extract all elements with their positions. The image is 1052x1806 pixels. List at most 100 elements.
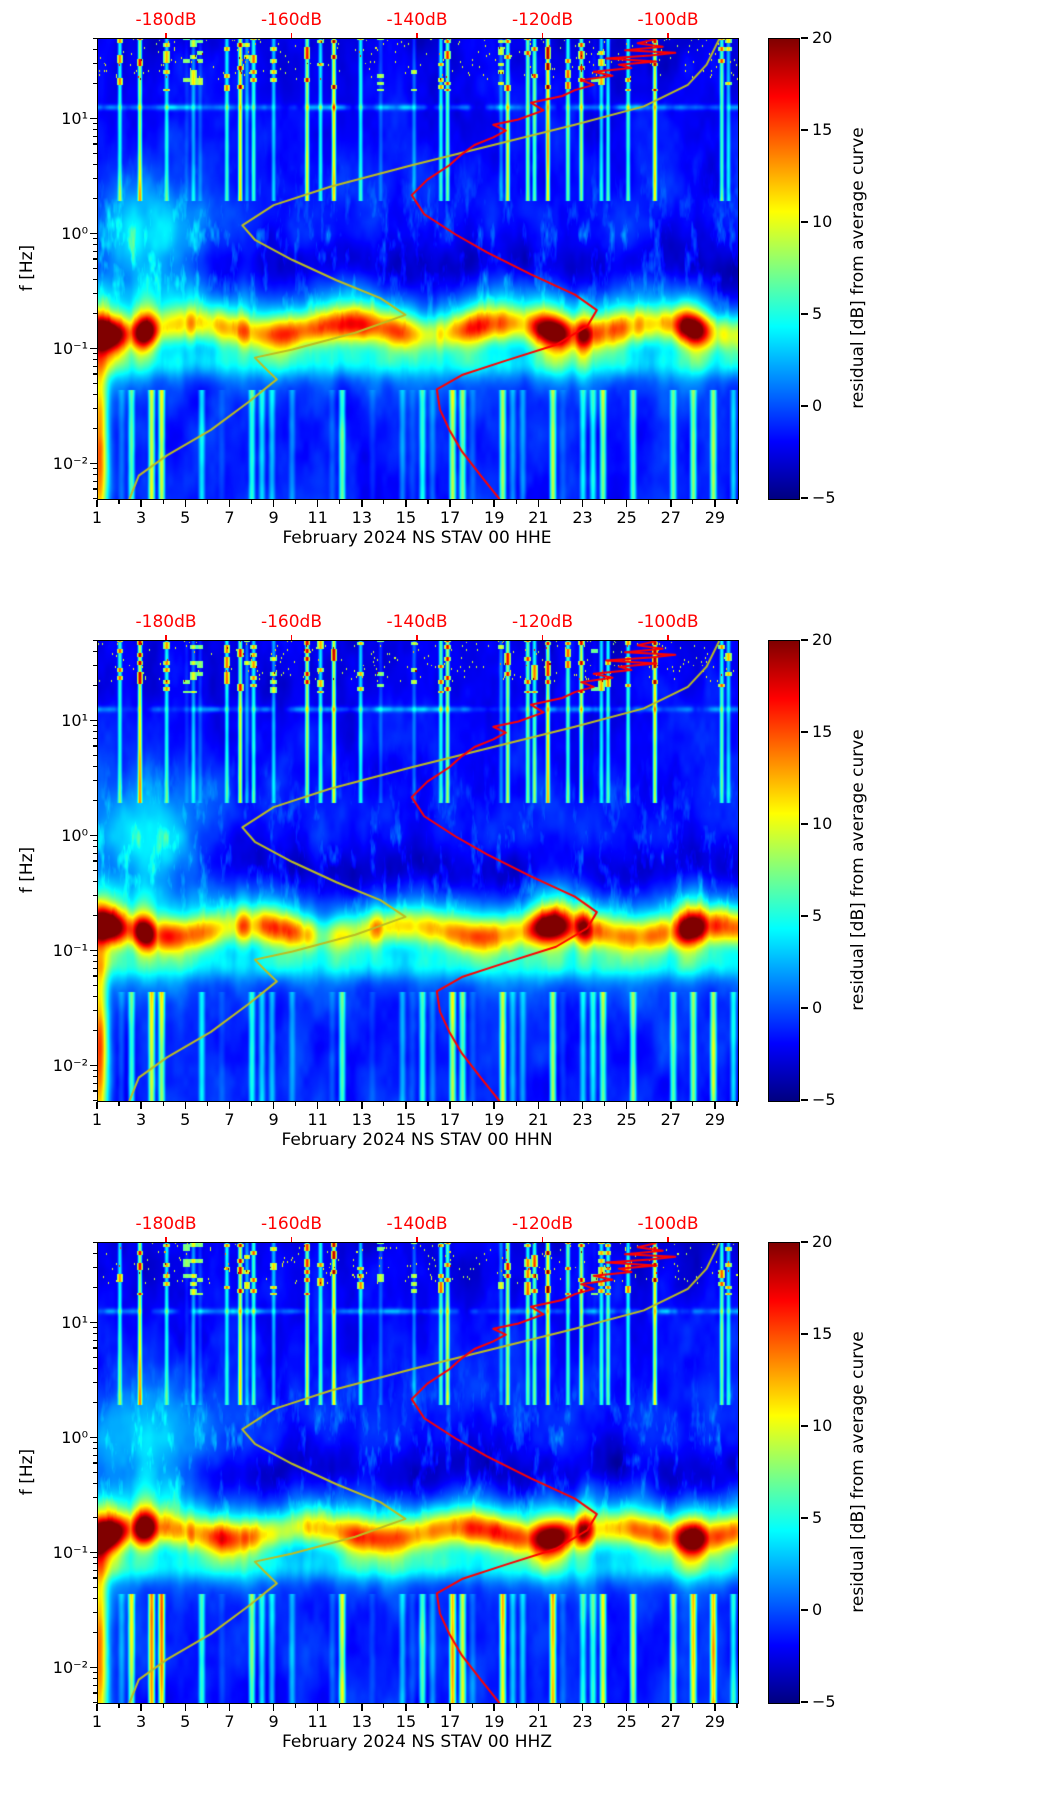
x-tick-label: 17 — [439, 1712, 461, 1731]
top-db-tick-label: -180dB — [135, 1214, 197, 1234]
colorbar-tick — [801, 1007, 808, 1009]
colorbar-tick — [801, 313, 808, 315]
y-tick — [90, 1666, 97, 1669]
x-minor-tick — [250, 1704, 253, 1708]
x-tick-label: 9 — [268, 1712, 279, 1731]
x-axis-title: February 2024 NS STAV 00 HHE — [282, 528, 552, 548]
y-minor-tick — [93, 1339, 97, 1341]
colorbar-tick-label: 15 — [812, 722, 833, 741]
y-minor-tick — [93, 480, 97, 482]
y-minor-tick — [93, 1462, 97, 1464]
colorbar-tick — [801, 1701, 808, 1703]
x-tick-label: 19 — [484, 508, 505, 527]
y-minor-tick — [93, 984, 97, 986]
x-minor-tick — [162, 1102, 164, 1106]
x-tick — [405, 500, 407, 507]
x-tick — [316, 500, 319, 507]
y-minor-tick — [93, 83, 97, 85]
y-minor-tick — [93, 1497, 97, 1499]
colorbar-tick-label: −5 — [812, 1692, 836, 1711]
x-minor-tick — [162, 500, 164, 504]
y-minor-tick — [93, 955, 97, 957]
x-tick — [405, 1704, 407, 1711]
x-tick — [184, 1704, 187, 1711]
x-tick-label: 29 — [704, 1110, 726, 1129]
y-minor-tick — [93, 975, 97, 977]
x-tick — [449, 500, 451, 507]
x-tick — [537, 500, 540, 507]
y-minor-tick — [93, 244, 97, 246]
y-minor-tick — [93, 895, 97, 897]
top-db-tick — [667, 33, 669, 38]
y-minor-tick — [93, 428, 97, 430]
x-tick-label: 17 — [439, 1110, 461, 1129]
top-db-tick-label: -140dB — [386, 1214, 448, 1234]
y-minor-tick — [93, 1701, 97, 1703]
x-tick — [581, 1102, 584, 1109]
y-minor-tick — [93, 353, 97, 355]
x-minor-tick — [471, 1102, 473, 1106]
x-tick-label: 15 — [395, 1712, 417, 1731]
colorbar-tick — [801, 497, 808, 499]
y-minor-tick — [93, 1692, 97, 1694]
colorbar-tick — [801, 1099, 808, 1101]
y-tick — [90, 232, 97, 235]
y-tick-label: 10⁻¹ — [52, 1542, 88, 1562]
y-minor-tick — [93, 393, 97, 395]
top-db-tick-label: -100dB — [637, 612, 699, 632]
x-minor-tick — [427, 1704, 429, 1708]
colorbar-tick-label: 15 — [812, 120, 833, 139]
x-minor-tick — [206, 500, 208, 504]
y-minor-tick — [93, 152, 97, 154]
x-tick — [449, 1704, 451, 1711]
colorbar-tick — [801, 639, 808, 641]
x-tick — [670, 500, 672, 507]
top-db-tick — [290, 33, 293, 38]
colorbar-tick-label: 20 — [812, 28, 833, 47]
x-minor-tick — [471, 500, 473, 504]
x-tick-label: 15 — [395, 1110, 417, 1129]
x-minor-tick — [339, 1704, 341, 1708]
y-minor-tick — [93, 198, 97, 200]
y-minor-tick — [93, 258, 97, 260]
x-tick-label: 27 — [660, 508, 681, 527]
colorbar-tick-label: 5 — [812, 1508, 823, 1527]
y-minor-tick — [93, 1597, 97, 1599]
y-minor-tick — [93, 1517, 97, 1519]
spectrogram-panel-hhz: f [Hz] February 2024 NS STAV 00 HHZ resi… — [0, 1204, 1052, 1806]
y-minor-tick — [93, 961, 97, 963]
x-tick-label: 21 — [528, 508, 549, 527]
x-minor-tick — [295, 500, 297, 504]
colorbar-tick-label: 10 — [812, 212, 833, 231]
colorbar-tick — [801, 823, 808, 825]
x-tick — [316, 1704, 319, 1711]
y-minor-tick — [93, 765, 97, 767]
top-db-tick — [667, 1237, 669, 1242]
x-tick — [625, 1704, 628, 1711]
x-tick-label: 7 — [224, 508, 235, 527]
top-db-tick-label: -120dB — [511, 612, 574, 632]
x-tick-label: 21 — [528, 1712, 549, 1731]
y-minor-tick — [93, 488, 97, 490]
y-minor-tick — [93, 915, 97, 917]
x-tick — [228, 1102, 231, 1109]
x-minor-tick — [515, 1704, 517, 1708]
y-minor-tick — [93, 408, 97, 410]
top-db-tick-label: -140dB — [386, 612, 448, 632]
y-minor-tick — [93, 37, 97, 39]
y-tick-label: 10⁻¹ — [52, 338, 88, 358]
x-tick — [493, 1102, 495, 1109]
y-minor-tick — [93, 1356, 97, 1358]
top-db-tick — [165, 635, 167, 640]
y-minor-tick — [93, 725, 97, 727]
y-minor-tick — [93, 1333, 97, 1335]
y-minor-tick — [93, 1557, 97, 1559]
x-tick — [537, 1102, 540, 1109]
x-minor-tick — [559, 500, 562, 504]
colorbar-tick-label: 10 — [812, 814, 833, 833]
y-minor-tick — [93, 852, 97, 854]
x-minor-tick — [736, 500, 738, 504]
y-axis-label: f [Hz] — [17, 846, 37, 894]
colorbar-tick-label: 5 — [812, 906, 823, 925]
x-tick-label: 21 — [528, 1110, 549, 1129]
